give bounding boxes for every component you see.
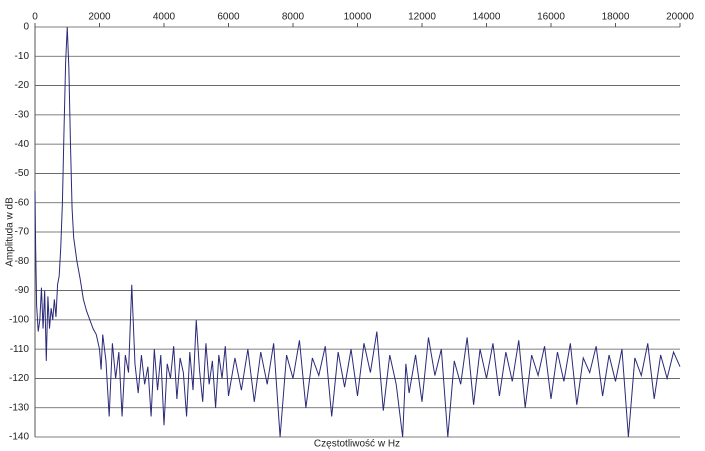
y-tick-label: -40 — [15, 139, 30, 150]
y-tick-label: -60 — [15, 197, 30, 208]
y-tick-label: -10 — [15, 51, 30, 62]
x-tick-label: 20000 — [666, 12, 694, 23]
x-tick-label: 6000 — [217, 12, 240, 23]
x-tick-label: 4000 — [153, 12, 176, 23]
y-tick-label: -50 — [15, 168, 30, 179]
y-tick-label: -20 — [15, 80, 30, 91]
y-tick-label: -140 — [9, 432, 29, 443]
x-tick-label: 12000 — [408, 12, 436, 23]
y-axis-label: Amplituda w dB — [5, 197, 16, 267]
x-tick-label: 2000 — [88, 12, 111, 23]
x-tick-label: 14000 — [473, 12, 501, 23]
x-axis-label: Częstotliwość w Hz — [314, 439, 400, 450]
y-tick-label: 0 — [23, 22, 29, 33]
y-tick-label: -100 — [9, 314, 29, 325]
y-tick-label: -110 — [10, 344, 30, 355]
y-tick-label: -80 — [15, 256, 30, 267]
y-tick-label: -90 — [15, 285, 30, 296]
y-tick-label: -120 — [9, 373, 29, 384]
y-tick-label: -30 — [15, 109, 30, 120]
x-tick-label: 8000 — [282, 12, 305, 23]
y-tick-label: -70 — [15, 227, 30, 238]
x-tick-label: 16000 — [537, 12, 565, 23]
x-tick-label: 0 — [32, 12, 38, 23]
x-tick-label: 18000 — [602, 12, 630, 23]
y-tick-label: -130 — [9, 402, 29, 413]
x-tick-label: 10000 — [344, 12, 372, 23]
data-line — [34, 26, 681, 438]
